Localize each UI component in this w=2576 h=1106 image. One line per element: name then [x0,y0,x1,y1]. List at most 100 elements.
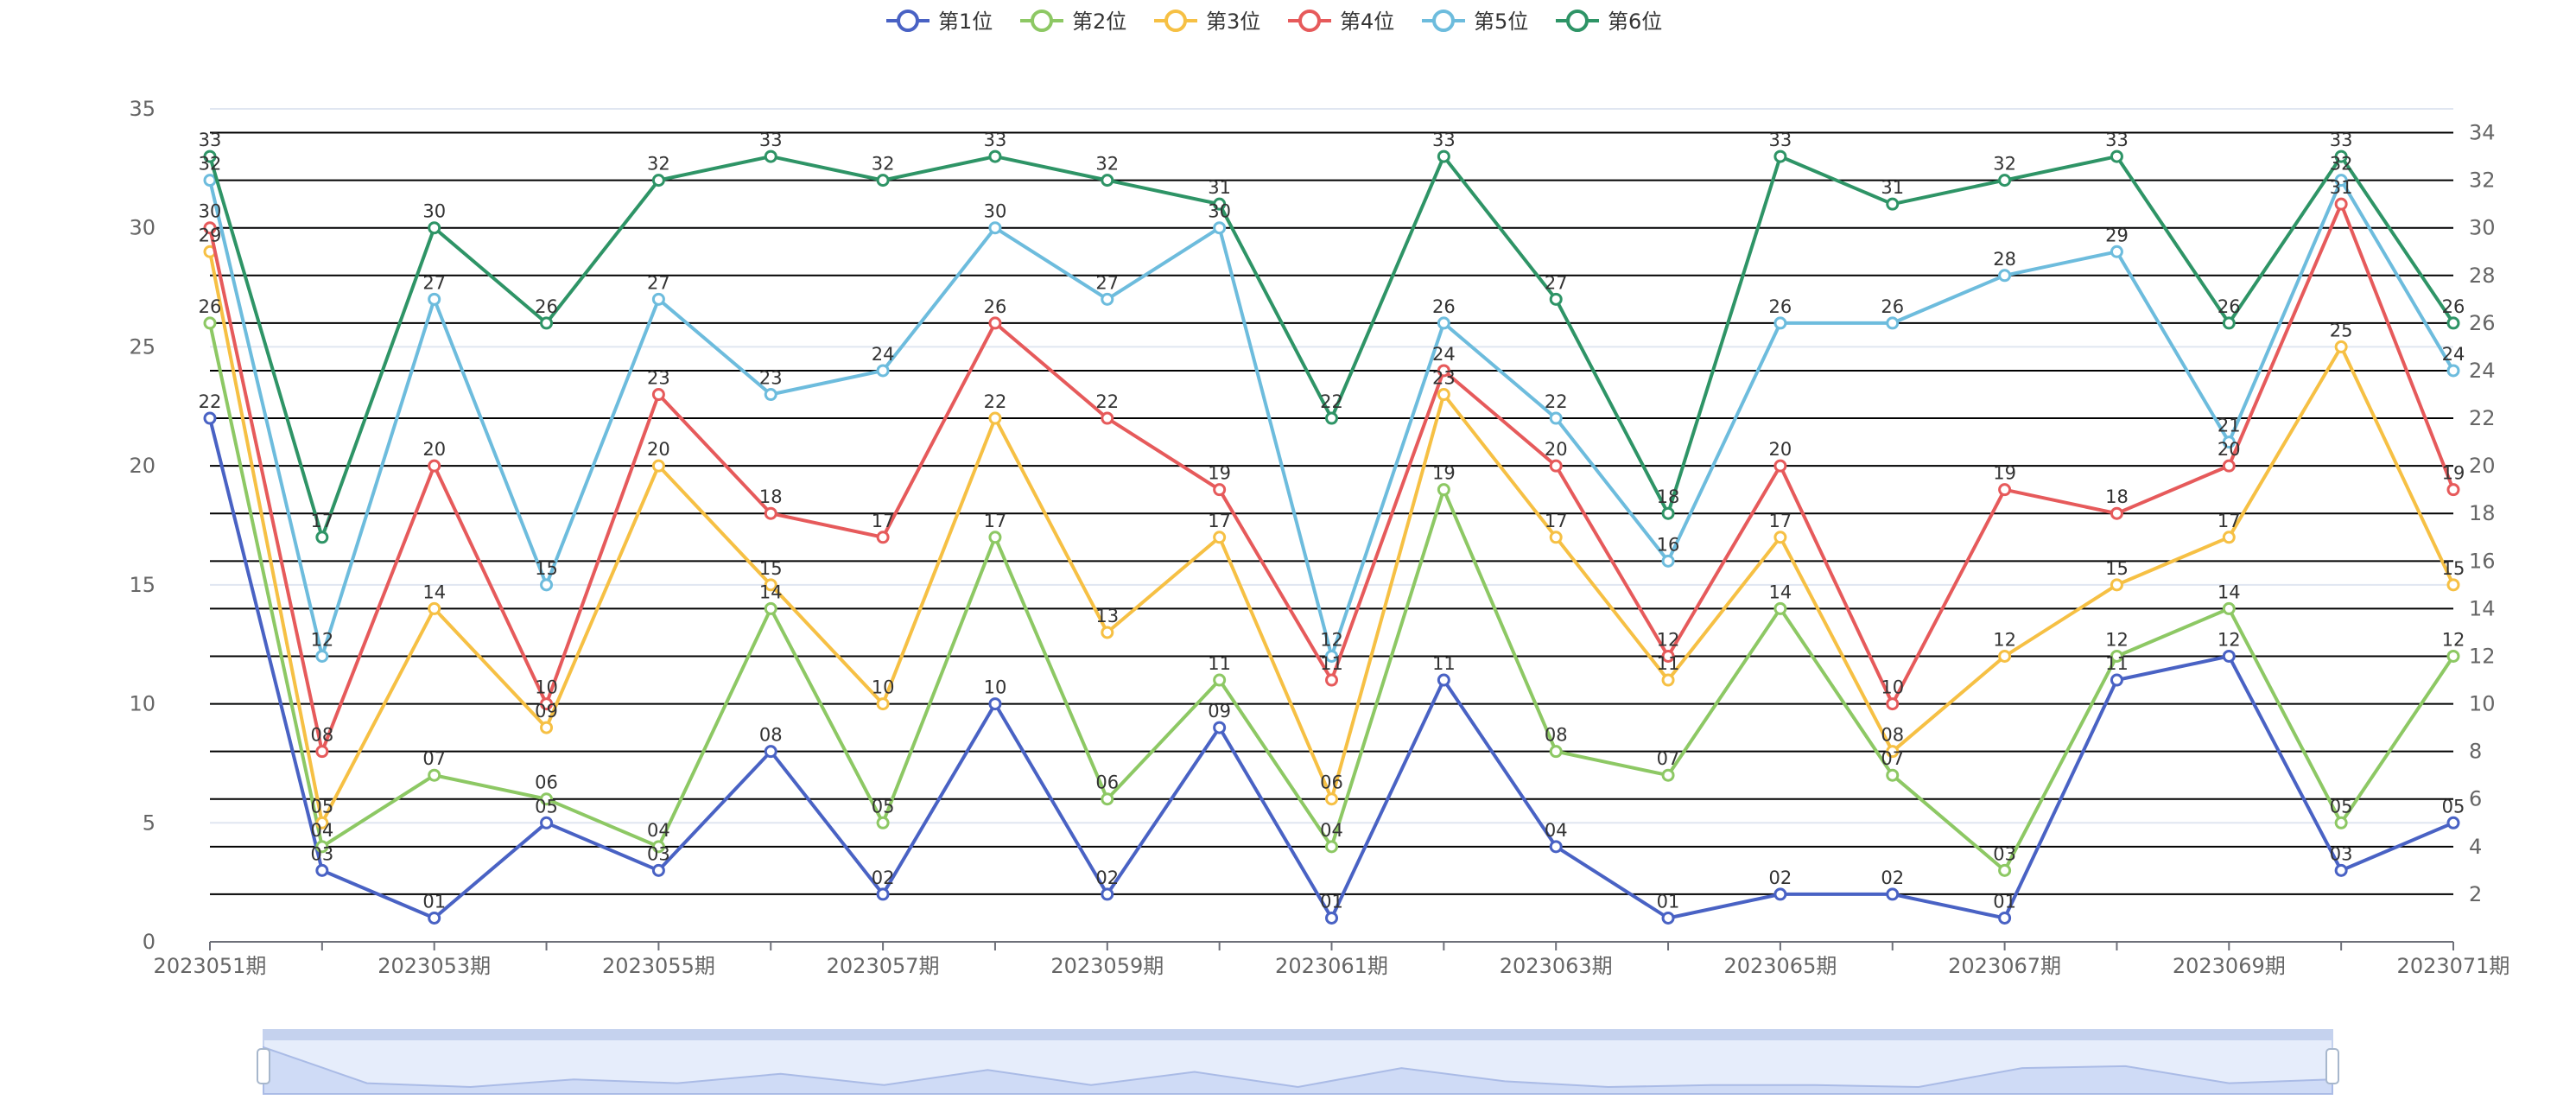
data-point [315,649,329,663]
data-label: 09 [535,701,558,721]
data-point [2110,649,2123,663]
y-right-tick-label: 34 [2469,121,2496,145]
x-tick-label: 2023053期 [378,954,491,978]
data-label: 26 [2442,296,2465,317]
data-point [1101,792,1114,806]
data-label: 19 [1993,463,2016,484]
data-label: 20 [1545,439,1568,460]
data-point [1886,768,1900,782]
data-point [203,174,217,188]
data-point [1101,174,1114,188]
x-tick-label: 2023057期 [827,954,940,978]
data-label: 12 [1993,629,2016,650]
data-point [651,292,665,306]
data-point [1773,316,1787,330]
data-label: 32 [1095,154,1119,175]
data-label: 11 [1432,653,1456,674]
data-point [1998,863,2012,877]
data-point [764,578,777,592]
data-point [1549,840,1563,854]
legend[interactable]: 第1位 第2位 第3位 第4位 第5位 第6位 [886,10,1662,34]
data-label: 25 [2330,320,2353,340]
data-point [764,601,777,615]
data-label: 01 [1320,891,1343,912]
data-label: 08 [759,725,783,746]
data-label: 24 [872,344,895,365]
legend-label: 第4位 [1340,10,1394,34]
data-point [2222,649,2236,663]
y-right-tick-label: 30 [2469,216,2496,240]
data-label: 32 [2330,154,2353,175]
legend-item[interactable]: 第5位 [1422,10,1528,34]
data-point [428,768,441,782]
data-label: 08 [1881,725,1904,746]
data-label: 04 [1545,820,1568,841]
data-point [2334,197,2348,211]
data-label: 32 [199,154,222,175]
data-point [1886,745,1900,759]
data-label: 02 [872,868,895,888]
data-point [1549,411,1563,425]
data-label: 26 [1881,296,1904,317]
zoom-top-bar[interactable] [263,1030,2332,1040]
data-label: 22 [199,391,222,412]
data-label: 12 [1657,629,1680,650]
y-left-tick-label: 15 [129,573,155,597]
zoom-handle[interactable] [257,1048,270,1084]
data-label: 12 [310,629,333,650]
zoom-handle[interactable] [2325,1048,2339,1084]
data-point [540,697,554,711]
legend-item[interactable]: 第2位 [1020,10,1126,34]
legend-item[interactable]: 第6位 [1556,10,1662,34]
data-point [651,459,665,473]
y-right-tick-label: 16 [2469,549,2496,573]
data-point [1886,197,1900,211]
legend-marker [897,10,919,32]
data-point [1661,673,1675,687]
data-point [2334,149,2348,163]
data-label: 05 [2442,796,2465,817]
data-point [876,174,890,188]
data-point [988,149,1002,163]
data-point [1437,483,1450,497]
data-point [1325,649,1338,663]
data-point [1101,292,1114,306]
data-label: 29 [2105,225,2129,245]
data-label: 22 [1545,391,1568,412]
data-point [428,601,441,615]
data-point [988,411,1002,425]
data-label: 26 [1769,296,1792,317]
legend-item[interactable]: 第1位 [886,10,993,34]
data-point [651,863,665,877]
data-point [1101,411,1114,425]
legend-marker [1566,10,1589,32]
data-label: 33 [199,130,222,150]
data-point [2446,816,2460,830]
data-zoom-slider[interactable] [257,1029,2339,1095]
data-point [2110,149,2123,163]
legend-item[interactable]: 第4位 [1288,10,1394,34]
data-label: 20 [1769,439,1792,460]
data-label: 15 [759,558,783,579]
data-point [540,721,554,734]
data-point [1437,364,1450,378]
data-point [1213,531,1227,544]
data-label: 26 [2218,296,2241,317]
data-label: 33 [2330,130,2353,150]
data-label: 10 [535,677,558,698]
data-point [1549,292,1563,306]
data-point [2334,816,2348,830]
data-point [651,388,665,402]
data-label: 04 [647,820,670,841]
data-point [1213,221,1227,235]
legend-item[interactable]: 第3位 [1154,10,1260,34]
data-label: 02 [1881,868,1904,888]
data-label: 22 [1320,391,1343,412]
data-point [764,506,777,520]
data-label: 11 [1208,653,1231,674]
data-label: 07 [1881,748,1904,769]
data-label: 14 [759,582,783,602]
data-label: 19 [1432,463,1456,484]
data-label: 26 [984,296,1007,317]
